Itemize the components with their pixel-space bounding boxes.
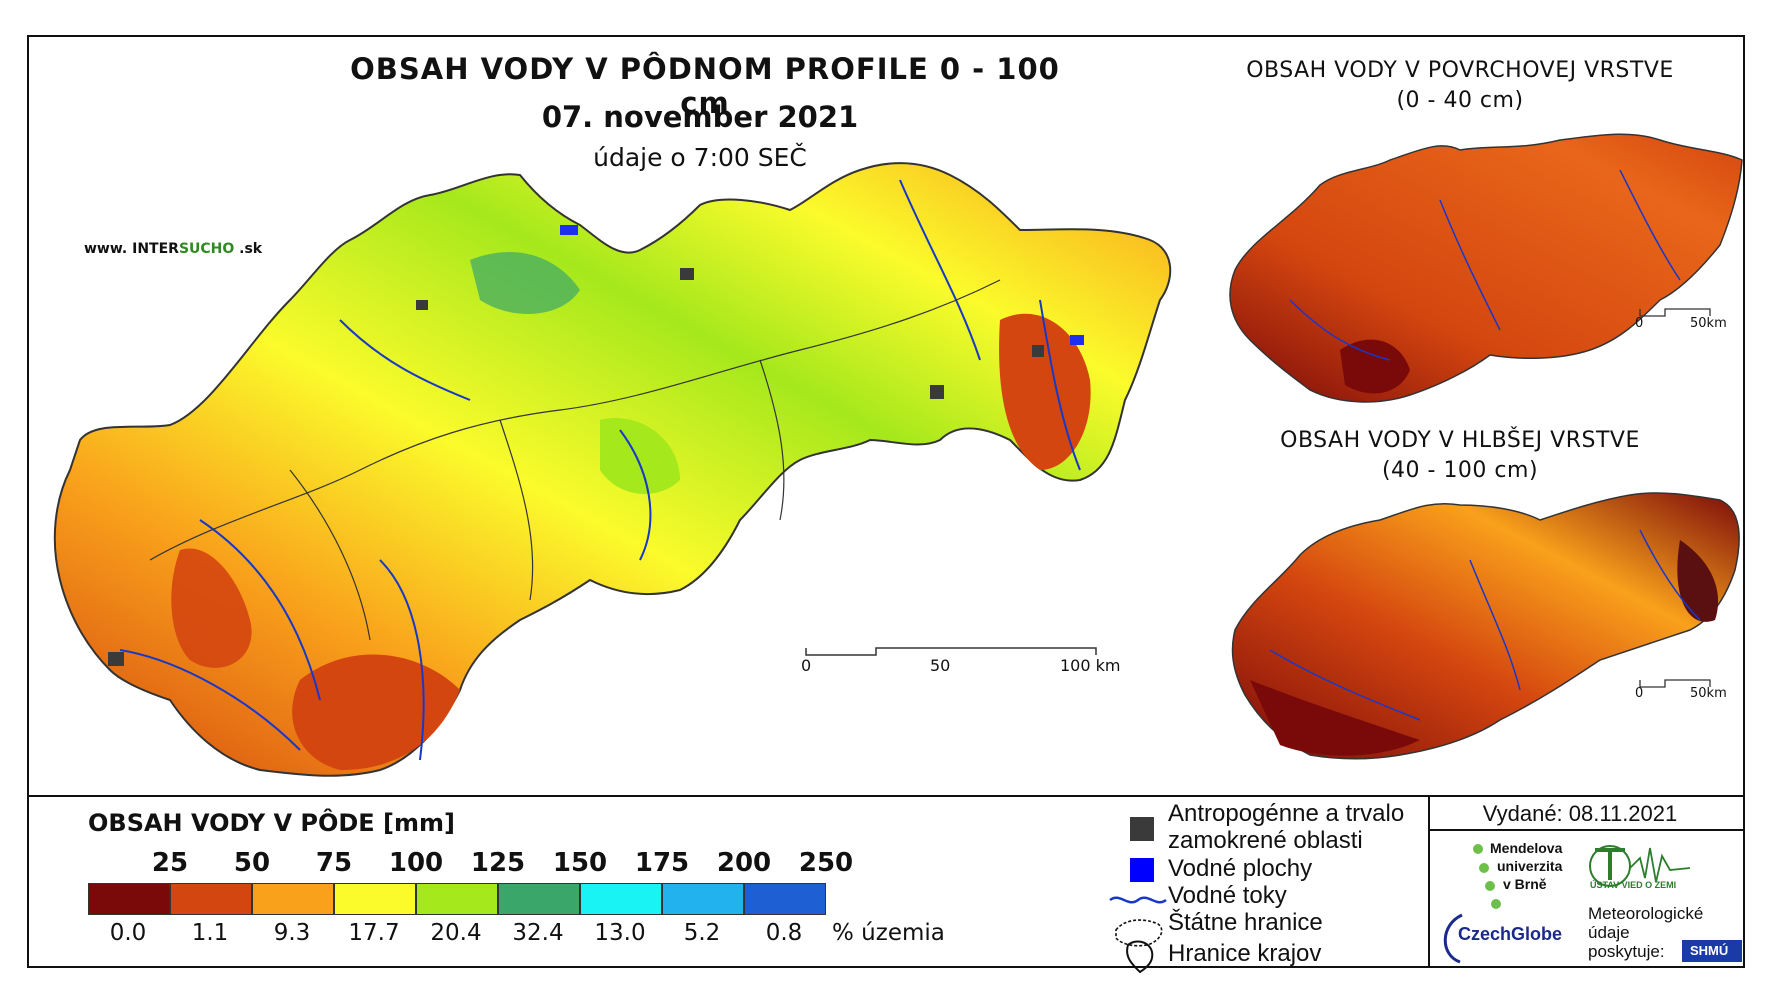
meteo-line-2: údaje: [1588, 923, 1630, 942]
main-scale-label-0: 0: [801, 656, 812, 675]
mendel-line-3: v Brně: [1503, 876, 1547, 892]
anthropogenic-area-swatch: [1130, 817, 1154, 841]
legend-threshold-0: 25: [151, 848, 189, 878]
inset-top-subtitle: (0 - 40 cm): [1396, 88, 1524, 113]
shmu-logo-text: SHMÚ: [1690, 943, 1729, 958]
mendel-line-1: Mendelova: [1490, 840, 1563, 856]
river-line-icon: [1109, 896, 1167, 904]
legend-percent-5: 32.4: [512, 920, 564, 946]
legend-title: OBSAH VODY V PÔDE [mm]: [88, 809, 456, 837]
anthropogenic-label-1: Antropogénne a trvalo: [1168, 800, 1405, 827]
legend-threshold-3: 100: [388, 848, 444, 878]
region-border-label: Hranice krajov: [1168, 940, 1322, 967]
main-scale-bar: [805, 647, 1097, 656]
logos: [1443, 844, 1742, 964]
legend-swatch-2: [252, 883, 334, 915]
water-body-swatch: [1130, 858, 1154, 882]
rivers-label: Vodné toky: [1168, 882, 1287, 909]
legend-threshold-5: 150: [552, 848, 608, 878]
legend-swatch-7: [662, 883, 744, 915]
issued-separator: [1428, 829, 1745, 831]
ustav-logo-text: ÚSTAV VIED O ZEMI: [1590, 880, 1677, 890]
czechglobe-logo-text: CzechGlobe: [1458, 924, 1563, 944]
issued-date: Vydané: 08.11.2021: [1482, 801, 1678, 826]
legend-percent-4: 20.4: [430, 920, 482, 946]
inset-bottom-map: [1231, 492, 1740, 760]
czechglobe-logo-arc: [1443, 913, 1463, 964]
inset-top-scale-50: 50km: [1690, 316, 1727, 331]
main-map-title: OBSAH VODY V PÔDNOM PROFILE 0 - 100 cm: [350, 52, 1060, 120]
water-bodies-label: Vodné plochy: [1168, 855, 1313, 882]
inset-bottom-subtitle: (40 - 100 cm): [1381, 458, 1539, 483]
main-map-time: údaje o 7:00 SEČ: [593, 143, 807, 172]
legend-percent-3: 17.7: [348, 920, 400, 946]
website-part-inter: INTER: [132, 241, 179, 257]
legend-percent-6: 13.0: [594, 920, 646, 946]
legend-swatch-1: [170, 883, 252, 915]
inset-top-map: [1229, 133, 1743, 403]
legend-swatch-5: [498, 883, 580, 915]
state-border-icon: [1115, 919, 1163, 947]
legend-threshold-6: 175: [634, 848, 690, 878]
inset-bottom-scale-0: 0: [1635, 686, 1644, 701]
anthropogenic-label-2: zamokrené oblasti: [1168, 827, 1363, 854]
meteo-line-1: Meteorologické: [1588, 904, 1704, 923]
state-border-label: Štátne hranice: [1168, 909, 1323, 936]
legend-unit: % územia: [832, 920, 945, 946]
inset-top-scale-0: 0: [1635, 316, 1644, 331]
main-scale-label-50: 50: [930, 656, 951, 675]
legend-percent-2: 9.3: [273, 920, 311, 946]
region-border-icon: [1126, 940, 1154, 974]
legend-threshold-8: 250: [798, 848, 854, 878]
legend-threshold-1: 50: [233, 848, 271, 878]
mendel-line-2: univerzita: [1497, 858, 1563, 874]
inset-bottom-title: OBSAH VODY V HLBŠEJ VRSTVE: [1280, 428, 1640, 453]
main-map-date: 07. november 2021: [541, 100, 859, 134]
legend-threshold-4: 125: [470, 848, 526, 878]
website-suffix: .sk: [234, 241, 263, 257]
website-label: www. INTERSUCHO .sk: [84, 241, 262, 257]
meteo-line-3: poskytuje:: [1588, 942, 1665, 961]
legend-swatch-6: [580, 883, 662, 915]
legend-swatch-0: [88, 883, 170, 915]
main-scale-label-100: 100 km: [1060, 656, 1121, 675]
legend-percent-1: 1.1: [191, 920, 229, 946]
inset-top-title: OBSAH VODY V POVRCHOVEJ VRSTVE: [1246, 58, 1674, 83]
main-map: [53, 162, 1172, 777]
legend-swatch-3: [334, 883, 416, 915]
legend-symbols: [1109, 817, 1167, 974]
legend-percent-7: 5.2: [683, 920, 721, 946]
legend-threshold-2: 75: [315, 848, 353, 878]
legend-threshold-7: 200: [716, 848, 772, 878]
credits-separator: [1428, 795, 1430, 968]
legend-swatch-8: [744, 883, 826, 915]
legend-percent-8: 0.8: [765, 920, 803, 946]
website-part-sucho: SUCHO: [178, 241, 235, 257]
legend-swatch-4: [416, 883, 498, 915]
legend-separator: [27, 795, 1745, 797]
inset-bottom-scale-50: 50km: [1690, 686, 1727, 701]
legend-percent-0: 0.0: [109, 920, 147, 946]
website-prefix: www.: [84, 241, 133, 257]
